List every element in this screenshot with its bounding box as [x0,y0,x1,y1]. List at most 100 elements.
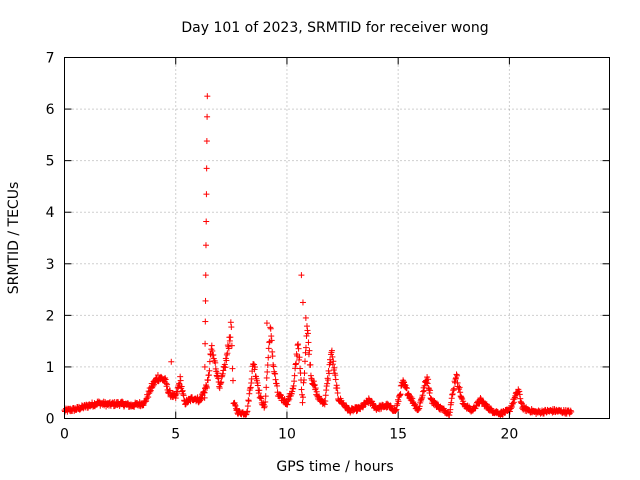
data-point [218,379,225,386]
data-point [454,379,461,386]
data-point [291,378,298,385]
data-point [299,299,306,306]
y-tick-label: 7 [46,51,55,67]
data-point [427,387,434,394]
data-point [252,364,259,371]
data-point [295,345,302,352]
data-point [331,364,338,371]
data-point [322,398,329,405]
data-point [300,394,307,401]
y-tick-label: 5 [46,154,55,170]
data-point [298,272,305,279]
data-point [425,376,432,383]
data-point [267,325,274,332]
data-point [147,388,154,395]
data-point [202,297,209,304]
data-point [324,380,331,387]
data-point [228,324,235,331]
data-point [178,383,185,390]
data-point [306,347,313,354]
y-tick-label: 1 [46,360,55,376]
data-point [322,392,329,399]
data-point [164,381,171,388]
data-point [286,396,293,403]
data-point [393,406,400,413]
data-point [244,408,251,415]
data-point [291,372,298,379]
data-point [228,342,235,349]
data-point [202,318,209,325]
data-point [318,396,325,403]
data-point [301,370,308,377]
data-point [299,399,306,406]
data-point [312,385,319,392]
data-point [303,332,310,339]
data-point [204,93,211,100]
x-tick-label: 0 [60,427,69,443]
data-point [265,354,272,361]
data-point [269,353,276,360]
data-point [395,398,402,405]
data-point [203,165,210,172]
data-point [326,370,333,377]
x-axis-label: GPS time / hours [276,459,393,475]
data-point [174,390,181,397]
data-point [302,314,309,321]
data-point [204,113,211,120]
data-point [219,370,226,377]
data-point [218,373,225,380]
data-point [307,361,314,368]
data-point [202,272,209,279]
data-point [229,365,236,372]
data-point [264,362,271,369]
data-point [332,376,339,383]
data-point [221,361,228,368]
data-point [330,358,337,365]
y-tick-label: 4 [46,205,55,221]
data-point [304,330,311,337]
data-point [214,370,221,377]
data-point [305,339,312,346]
data-point [454,372,461,379]
data-point [222,364,229,371]
chart-title: Day 101 of 2023, SRMTID for receiver won… [181,20,488,36]
data-point [329,353,336,360]
data-point [177,377,184,384]
grid [64,57,610,419]
data-point [325,377,332,384]
data-point [167,387,174,394]
data-point [206,358,213,365]
data-point [396,392,403,399]
x-tick-label: 20 [500,427,518,443]
data-point [168,358,175,365]
data-point [262,398,269,405]
data-point [203,138,210,145]
data-point [201,394,208,401]
data-point [456,384,463,391]
data-point [212,359,219,366]
data-point [392,407,399,414]
data-point [204,384,211,391]
data-point [301,376,308,383]
data-point [453,371,460,378]
data-point [302,349,309,356]
data-point [208,342,215,349]
x-tick-label: 15 [389,427,407,443]
data-point [217,380,224,387]
data-point [457,389,464,396]
data-point [145,394,152,401]
data-point [301,358,308,365]
x-tick-label: 5 [171,427,180,443]
data-point [298,386,305,393]
data-point [245,398,252,405]
data-point [220,367,227,374]
data-point [423,379,430,386]
plot-frame [64,57,610,419]
data-point [225,345,232,352]
y-tick-label: 3 [46,257,55,273]
data-point [230,377,237,384]
data-point [201,363,208,370]
data-point [397,391,404,398]
data-point [256,387,263,394]
